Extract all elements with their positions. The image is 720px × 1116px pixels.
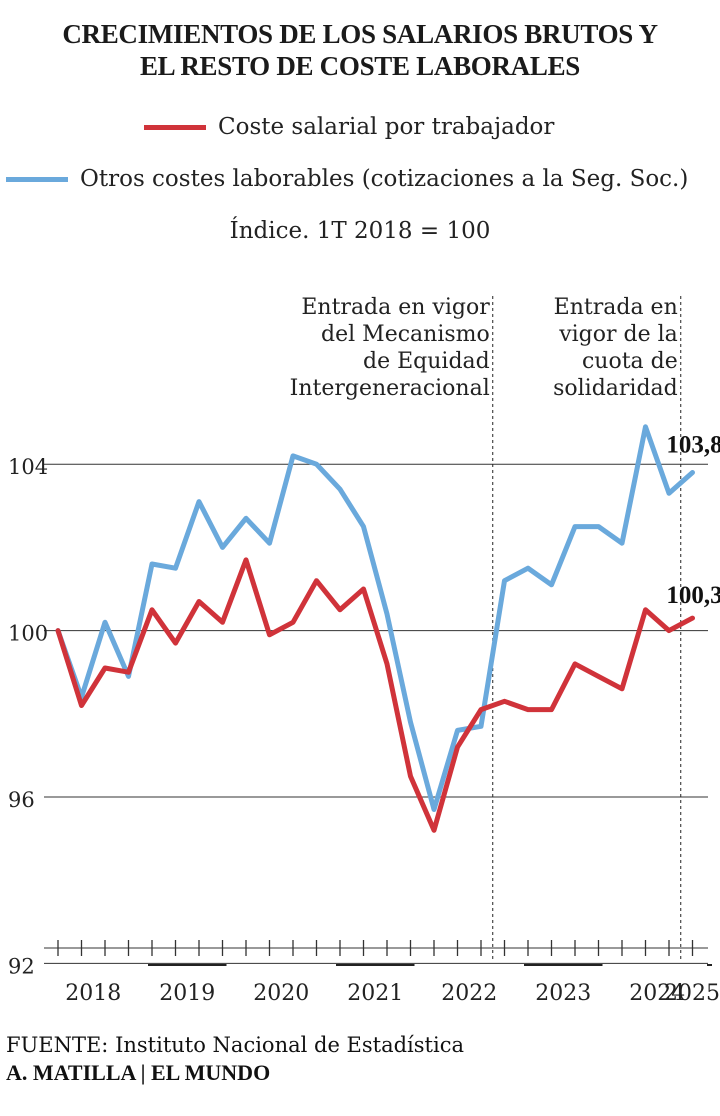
- annotation-2-line-2: vigor de la: [558, 322, 678, 347]
- x-tick-label-2025: 2025: [664, 981, 720, 1006]
- legend-swatch-otros: [6, 176, 68, 182]
- series-line-salarial: [55, 557, 695, 833]
- x-tick-label-2021: 2021: [347, 981, 403, 1006]
- annotation-1-line-4: Intergeneracional: [290, 376, 490, 401]
- series-line-otros: [55, 424, 695, 812]
- legend-item-otros: Otros costes laborables (cotizaciones a …: [6, 164, 688, 194]
- x-tick-label-2019: 2019: [159, 981, 215, 1006]
- x-tick-label-2022: 2022: [441, 981, 497, 1006]
- annotation-1-line-1: Entrada en vigor: [301, 295, 490, 320]
- credit-line: A. MATILLA | EL MUNDO: [6, 1060, 271, 1085]
- end-label-salarial: 100,3: [666, 582, 720, 609]
- legend-item-salarial: Coste salarial por trabajador: [144, 112, 554, 142]
- y-tick-label-100: 100: [8, 622, 48, 646]
- source-note: FUENTE: Instituto Nacional de Estadístic…: [6, 1033, 464, 1057]
- end-label-otros: 103,8: [666, 432, 720, 459]
- legend-label-otros: Otros costes laborables (cotizaciones a …: [80, 166, 689, 192]
- annotation-1-line-3: de Equidad: [363, 349, 490, 374]
- annotation-2-line-3: cuota de: [582, 349, 678, 374]
- y-tick-label-104: 104: [8, 455, 48, 479]
- legend-label-salarial: Coste salarial por trabajador: [218, 114, 555, 140]
- source-label: FUENTE:: [6, 1033, 109, 1057]
- annotation-1-line-2: del Mecanismo: [321, 322, 490, 347]
- annotation-2-line-1: Entrada en: [554, 295, 678, 320]
- y-tick-label-92: 92: [8, 954, 35, 978]
- x-tick-label-2024: 2024: [629, 981, 685, 1006]
- x-tick-label-2020: 2020: [253, 981, 309, 1006]
- chart-subtitle: Índice. 1T 2018 = 100: [229, 218, 491, 244]
- chart-title: CRECIMIENTOS DE LOS SALARIOS BRUTOS Y EL…: [0, 18, 720, 82]
- legend-swatch-salarial: [144, 124, 206, 130]
- annotation-2-line-4: solidaridad: [553, 376, 678, 401]
- x-tick-label-2023: 2023: [535, 981, 591, 1006]
- source-text: Instituto Nacional de Estadística: [115, 1033, 464, 1057]
- x-tick-label-2018: 2018: [65, 981, 121, 1006]
- chart-title-line-2: EL RESTO DE COSTE LABORALES: [139, 51, 581, 81]
- y-tick-label-96: 96: [8, 788, 35, 812]
- chart-title-line-1: CRECIMIENTOS DE LOS SALARIOS BRUTOS Y: [62, 19, 658, 49]
